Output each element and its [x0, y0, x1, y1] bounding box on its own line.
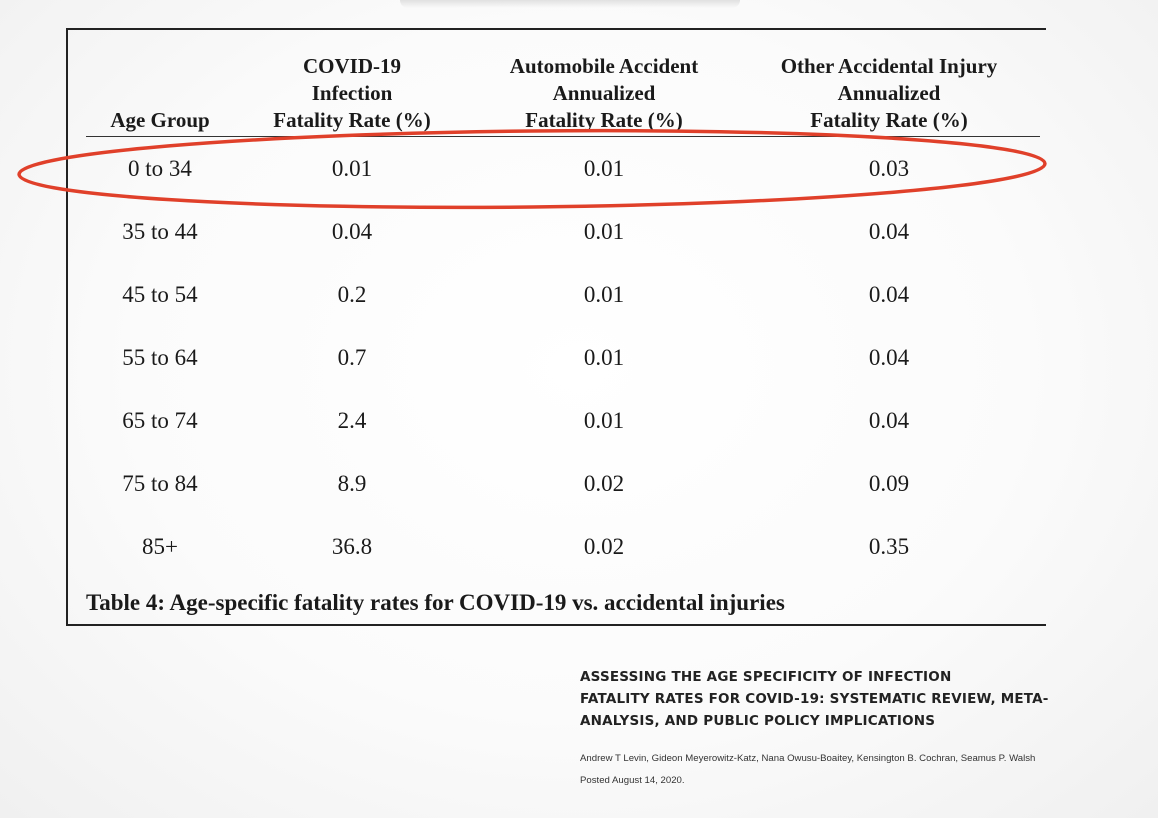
cell-other-rate: 0.09: [868, 470, 910, 496]
cell-auto-rate: 0.02: [583, 470, 625, 496]
table-row: 65 to 74 2.4 0.01 0.04: [86, 389, 1040, 452]
cell-other-rate: 0.03: [868, 155, 910, 181]
table-row: 0 to 34 0.01 0.01 0.03: [86, 137, 1040, 201]
cell-age-group: 85+: [142, 533, 178, 559]
cell-age-group: 55 to 64: [122, 344, 198, 370]
cell-other-rate: 0.35: [868, 533, 910, 559]
header-line: COVID-19: [303, 54, 401, 78]
table-row: 55 to 64 0.7 0.01 0.04: [86, 326, 1040, 389]
header-line: Fatality Rate (%): [273, 108, 431, 132]
paper-authors: Andrew T Levin, Gideon Meyerowitz-Katz, …: [580, 753, 1036, 764]
table-row: 75 to 84 8.9 0.02 0.09: [86, 452, 1040, 515]
top-shadow: [400, 0, 740, 8]
document-frame: [66, 28, 1046, 626]
paper-title-line: ASSESSING THE AGE SPECIFICITY OF INFECTI…: [580, 669, 952, 685]
header-age-group: Age Group: [86, 50, 234, 137]
header-line: Age Group: [110, 108, 210, 132]
table-row: 85+ 36.8 0.02 0.35: [86, 515, 1040, 578]
table-row: 35 to 44 0.04 0.01 0.04: [86, 200, 1040, 263]
cell-other-rate: 0.04: [868, 281, 910, 307]
cell-auto-rate: 0.02: [583, 533, 625, 559]
cell-covid-rate: 0.2: [337, 281, 367, 307]
header-line: Other Accidental Injury: [780, 54, 998, 78]
paper-title-line: FATALITY RATES FOR COVID-19: SYSTEMATIC …: [580, 691, 1049, 707]
header-other-accidental-injury-fatality: Other Accidental Injury Annualized Fatal…: [738, 50, 1040, 137]
header-automobile-accident-fatality: Automobile Accident Annualized Fatality …: [470, 50, 738, 137]
cell-covid-rate: 8.9: [337, 470, 367, 496]
paper-title-line: ANALYSIS, AND PUBLIC POLICY IMPLICATIONS: [580, 713, 936, 729]
table-row: 45 to 54 0.2 0.01 0.04: [86, 263, 1040, 326]
cell-age-group: 35 to 44: [122, 218, 198, 244]
cell-auto-rate: 0.01: [583, 155, 625, 181]
header-line: Infection: [311, 81, 393, 105]
header-line: Annualized: [552, 81, 656, 105]
cell-other-rate: 0.04: [868, 344, 910, 370]
cell-auto-rate: 0.01: [583, 407, 625, 433]
header-covid-infection-fatality: COVID-19 Infection Fatality Rate (%): [234, 50, 470, 137]
cell-covid-rate: 0.04: [331, 218, 373, 244]
paper-posted-date: Posted August 14, 2020.: [580, 775, 685, 786]
table-header-row: Age Group COVID-19 Infection Fatality Ra…: [86, 50, 1040, 137]
header-line: Automobile Accident: [509, 54, 699, 78]
paper-title: ASSESSING THE AGE SPECIFICITY OF INFECTI…: [580, 666, 1110, 732]
cell-age-group: 45 to 54: [122, 281, 198, 307]
header-line: Fatality Rate (%): [525, 108, 683, 132]
cell-auto-rate: 0.01: [583, 281, 625, 307]
cell-other-rate: 0.04: [868, 407, 910, 433]
cell-other-rate: 0.04: [868, 218, 910, 244]
cell-covid-rate: 36.8: [331, 533, 373, 559]
cell-covid-rate: 0.7: [337, 344, 367, 370]
header-line: Fatality Rate (%): [810, 108, 968, 132]
cell-age-group: 75 to 84: [122, 470, 198, 496]
cell-covid-rate: 0.01: [331, 155, 373, 181]
cell-auto-rate: 0.01: [583, 344, 625, 370]
cell-covid-rate: 2.4: [337, 407, 367, 433]
header-line: Annualized: [837, 81, 941, 105]
cell-age-group: 0 to 34: [128, 155, 192, 181]
table-caption: Table 4: Age-specific fatality rates for…: [86, 590, 785, 615]
cell-age-group: 65 to 74: [122, 407, 198, 433]
cell-auto-rate: 0.01: [583, 218, 625, 244]
fatality-rate-table: Age Group COVID-19 Infection Fatality Ra…: [86, 50, 1040, 578]
